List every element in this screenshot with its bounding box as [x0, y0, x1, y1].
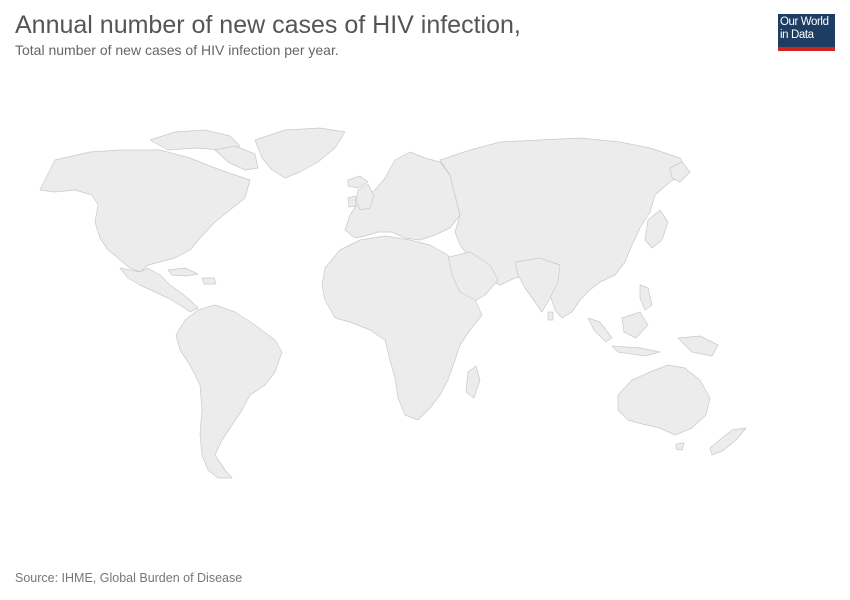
- new-guinea[interactable]: [677, 335, 719, 357]
- united-kingdom[interactable]: [355, 183, 375, 211]
- india[interactable]: [514, 257, 561, 313]
- indonesia-borneo[interactable]: [621, 311, 649, 339]
- kamchatka[interactable]: [669, 161, 691, 183]
- japan[interactable]: [644, 209, 669, 249]
- ireland[interactable]: [347, 195, 357, 208]
- south-america[interactable]: [175, 304, 283, 479]
- philippines[interactable]: [639, 284, 653, 311]
- tasmania[interactable]: [675, 442, 685, 451]
- sri-lanka[interactable]: [547, 311, 554, 321]
- logo-line-2: in Data: [780, 29, 814, 41]
- iceland[interactable]: [347, 175, 369, 189]
- new-zealand[interactable]: [709, 427, 747, 456]
- indonesia-sumatra[interactable]: [587, 317, 613, 343]
- africa[interactable]: [321, 235, 483, 421]
- chart-subtitle: Total number of new cases of HIV infecti…: [15, 42, 339, 58]
- indonesia-java[interactable]: [611, 345, 661, 357]
- owid-logo[interactable]: Our World in Data: [778, 14, 835, 51]
- canadian-arctic[interactable]: [149, 129, 241, 151]
- north-america[interactable]: [39, 149, 251, 273]
- baffin-island[interactable]: [214, 145, 259, 171]
- greenland[interactable]: [254, 127, 346, 179]
- hispaniola[interactable]: [201, 277, 217, 285]
- central-america[interactable]: [119, 267, 199, 313]
- cuba[interactable]: [167, 267, 199, 277]
- logo-line-1: Our World: [780, 16, 829, 28]
- australia[interactable]: [617, 364, 711, 436]
- source-note: Source: IHME, Global Burden of Disease: [15, 571, 243, 585]
- madagascar[interactable]: [465, 365, 481, 399]
- chart-title: Annual number of new cases of HIV infect…: [15, 11, 521, 39]
